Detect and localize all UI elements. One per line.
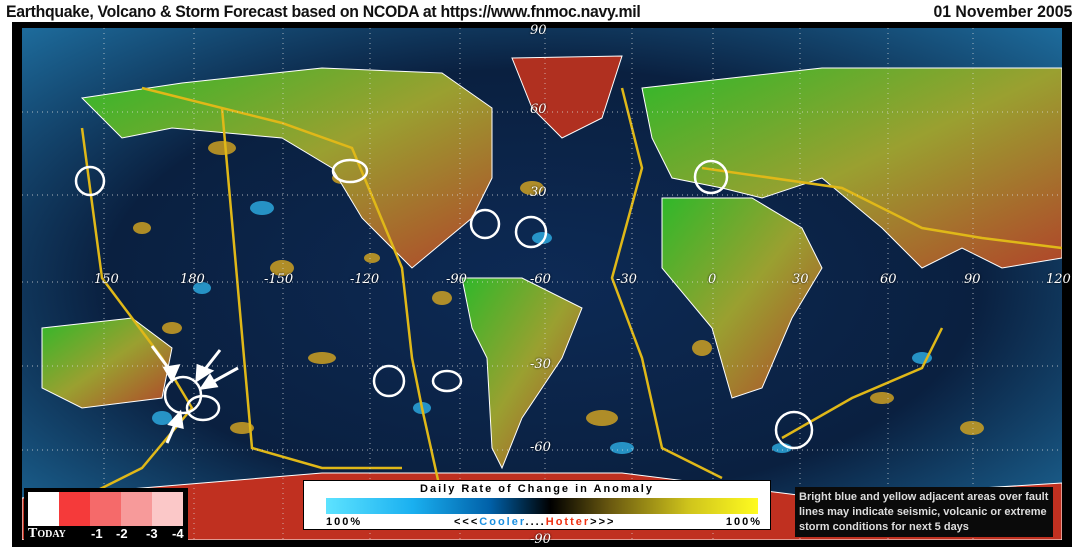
- day-label: -4: [172, 526, 184, 541]
- swatch-3: [121, 492, 152, 526]
- fault-lines: [80, 86, 1062, 500]
- forecast-date: 01 November 2005: [933, 2, 1072, 21]
- day-label: -1: [91, 526, 103, 541]
- lon-label: 30: [792, 272, 809, 287]
- lon-label: 180: [180, 272, 205, 287]
- highlight-circle: [774, 410, 814, 450]
- highlight-circle: [469, 208, 501, 240]
- highlight-circle: [431, 369, 463, 393]
- lon-label: 120: [1046, 272, 1071, 287]
- today-legend: Today -1 -2 -3 -4: [24, 488, 188, 542]
- lon-label: -30: [616, 272, 637, 287]
- lon-label: -150: [264, 272, 294, 287]
- interpretation-note: Bright blue and yellow adjacent areas ov…: [795, 487, 1053, 537]
- swatch-today: [28, 492, 59, 526]
- africa: [661, 197, 823, 399]
- anomaly-scale-legend: Daily Rate of Change in Anomaly 100% <<<…: [303, 480, 771, 530]
- day-label: -3: [146, 526, 158, 541]
- north-america: [80, 67, 493, 269]
- lon-label: -120: [350, 272, 380, 287]
- highlight-circle: [74, 165, 106, 197]
- highlight-circles: [74, 158, 814, 450]
- anomaly-blobs: [133, 141, 984, 454]
- europe-asia: [641, 67, 1062, 269]
- swatch-1: [59, 492, 90, 526]
- lon-label: -60: [530, 272, 551, 287]
- scale-title: Daily Rate of Change in Anomaly: [420, 483, 654, 495]
- swatch-2: [90, 492, 121, 526]
- scale-left-label: 100%: [326, 516, 363, 528]
- greenland: [511, 55, 623, 139]
- lon-label: -90: [446, 272, 467, 287]
- lat-label: -30: [530, 357, 551, 372]
- day-label: -2: [116, 526, 128, 541]
- lon-label: 0: [708, 272, 717, 287]
- color-scale-bar: [326, 498, 758, 514]
- cooler-label: Cooler: [479, 516, 526, 528]
- lat-label: -60: [530, 440, 551, 455]
- south-america: [461, 277, 583, 470]
- lat-label: 30: [530, 185, 547, 200]
- lat-label: 90: [530, 23, 547, 38]
- swatch-4: [152, 492, 183, 526]
- world-anomaly-map: [22, 28, 1062, 540]
- highlight-circle: [514, 215, 548, 249]
- arrows-right: >>>: [590, 516, 616, 528]
- lon-label: 150: [94, 272, 119, 287]
- graticule: [22, 28, 1062, 540]
- lon-label: 90: [964, 272, 981, 287]
- highlight-circle: [372, 364, 406, 398]
- scale-direction-label: <<<Cooler....Hotter>>>: [454, 516, 615, 528]
- highlight-circle: [185, 394, 221, 422]
- highlight-circle: [331, 158, 369, 184]
- lat-label: -90: [530, 532, 551, 547]
- arrow-markers: [150, 345, 239, 444]
- today-label: Today: [28, 526, 66, 541]
- lat-label: 60: [530, 102, 547, 117]
- scale-right-label: 100%: [725, 516, 762, 528]
- dots: ....: [525, 516, 546, 528]
- hotter-label: Hotter: [545, 516, 591, 528]
- highlight-circle: [693, 159, 729, 195]
- page-title: Earthquake, Volcano & Storm Forecast bas…: [6, 2, 641, 21]
- arrows-left: <<<: [454, 516, 480, 528]
- lon-label: 60: [880, 272, 897, 287]
